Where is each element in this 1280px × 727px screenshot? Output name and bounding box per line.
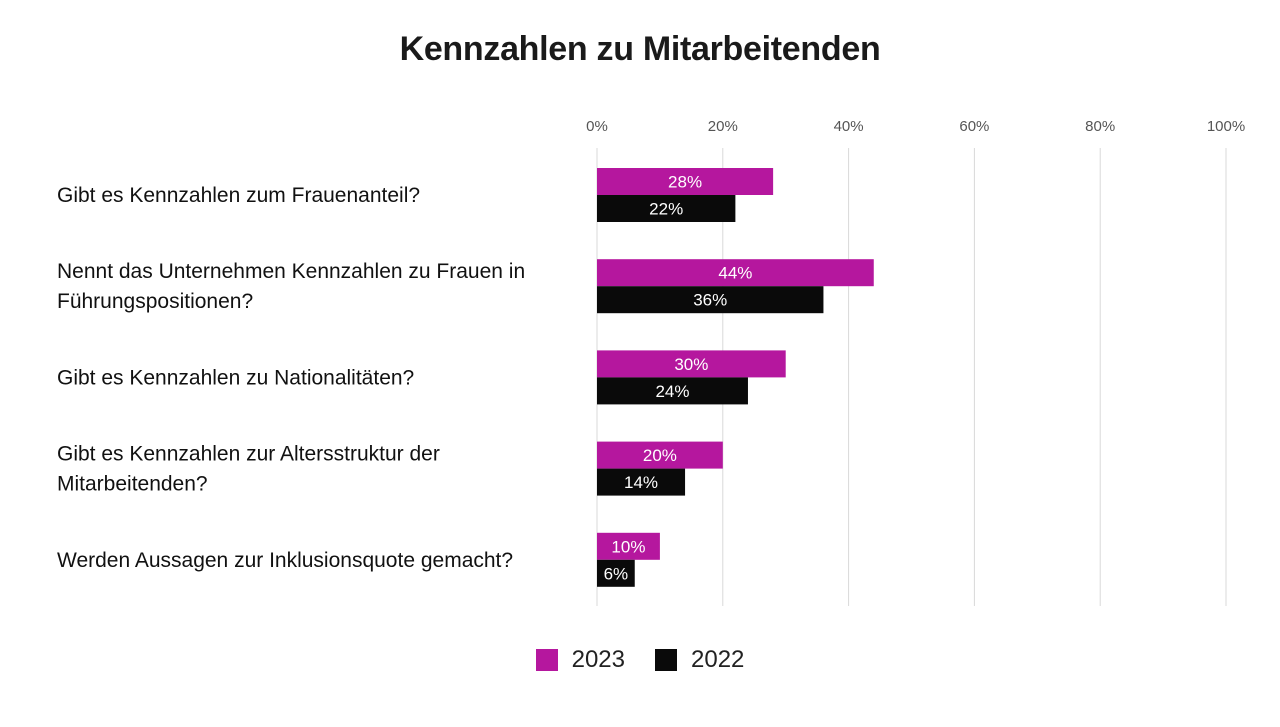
bar-value-label: 20% [643,446,677,465]
bar-value-label: 24% [655,382,689,401]
bar-value-label: 6% [604,564,629,583]
bar-2022 [597,286,824,314]
bar-2022 [597,195,736,222]
legend-swatch-2023 [535,649,558,671]
bar-2023 [597,350,786,378]
category-label: Nennt das Unternehmen Kennzahlen zu Frau… [57,260,525,313]
category-label: Gibt es Kennzahlen zur Altersstruktur de… [57,443,440,496]
bar-2022 [597,468,686,496]
bar-2023 [597,532,660,560]
x-tick-label: 20% [708,118,738,135]
bar-2023 [597,259,874,287]
bar-value-labels: 28% 44% 30% 20% 10% 22% 36% 24% 14% 6% [604,173,753,584]
x-tick-label: 100% [1207,118,1245,135]
bar-value-label: 14% [624,473,658,492]
category-label: Gibt es Kennzahlen zum Frauenanteil? [57,184,420,207]
x-tick-label: 0% [586,118,608,135]
category-label: Gibt es Kennzahlen zu Nationalitäten? [57,366,414,389]
bar-2022 [597,377,748,405]
category-label-line: Nennt das Unternehmen Kennzahlen zu Frau… [57,260,525,283]
bars [597,168,874,587]
bar-value-label: 44% [718,264,752,283]
bar-value-label: 36% [693,291,727,310]
bar-2022 [597,559,635,587]
bar-value-label: 28% [668,173,702,192]
chart-legend: 2023 2022 [0,646,1280,674]
x-tick-label: 80% [1085,118,1115,135]
legend-label-2023: 2023 [571,646,625,673]
category-label-line: Mitarbeitenden? [57,473,208,496]
bar-value-label: 10% [611,537,645,556]
bar-value-label: 22% [649,200,683,219]
category-label-line: Gibt es Kennzahlen zum Frauenanteil? [57,184,420,207]
category-labels: Gibt es Kennzahlen zum Frauenanteil? Nenn… [57,184,525,572]
bar-2023 [597,168,774,195]
x-tick-label: 40% [834,118,864,135]
bar-value-label: 30% [674,355,708,374]
legend-item-2022: 2022 [655,646,744,674]
category-label-line: Führungspositionen? [57,290,253,313]
legend-label-2022: 2022 [691,646,745,673]
bar-2023 [597,441,723,469]
legend-swatch-2022 [655,649,677,671]
category-label-line: Gibt es Kennzahlen zu Nationalitäten? [57,366,414,389]
x-axis-tick-labels: 0% 20% 40% 60% 80% 100% [586,118,1245,135]
category-label-line: Werden Aussagen zur Inklusionsquote gema… [57,549,513,572]
category-label: Werden Aussagen zur Inklusionsquote gema… [57,549,513,572]
legend-item-2023: 2023 [535,646,625,674]
chart-title: Kennzahlen zu Mitarbeitenden [399,30,881,68]
x-tick-label: 60% [959,118,989,135]
category-label-line: Gibt es Kennzahlen zur Altersstruktur de… [57,443,440,466]
